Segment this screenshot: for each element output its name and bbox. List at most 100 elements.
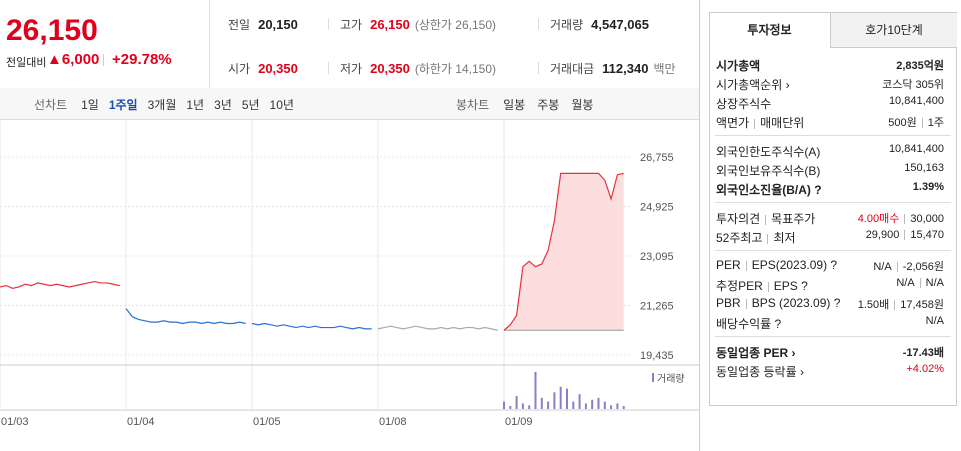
label-part: EPS(2023.09) ? [751, 258, 838, 272]
value-part: 30,000 [910, 213, 944, 225]
info-tab[interactable]: 호가10단계 [830, 13, 957, 48]
info-value: 1.39% [913, 181, 944, 193]
volume-bar [597, 397, 600, 409]
candle-tab[interactable]: 일봉 [503, 98, 526, 112]
period-tab[interactable]: 1년 [186, 98, 205, 112]
value-part: 코스닥 305위 [882, 79, 944, 91]
separator [745, 260, 747, 271]
line-chart-tabs: 선차트 1일 1주일 3개월 1년 3년 5년 10년 [34, 96, 304, 113]
volume-bar [622, 406, 625, 409]
price-line [503, 172, 624, 331]
value-part: 2,835억원 [896, 60, 944, 72]
value-part: 10,841,400 [888, 95, 944, 107]
info-value: +4.02% [906, 363, 944, 375]
label-part: 목표주가 [771, 212, 816, 226]
label-part: 매매단위 [760, 116, 805, 130]
info-label: 액면가 매매단위 [716, 114, 804, 131]
label-part: 배당수익률 ? [716, 317, 782, 331]
summary-item: 시가 20,350 [228, 60, 298, 77]
value-part: +4.02% [906, 363, 944, 375]
period-tab[interactable]: 5년 [241, 98, 260, 112]
candle-tab[interactable]: 월봉 [571, 98, 594, 112]
label-part: 액면가 [716, 116, 750, 130]
info-label: 상장주식수 [716, 95, 771, 112]
change: ▲6,000 [47, 51, 100, 68]
separator [919, 278, 921, 289]
divider [328, 18, 329, 30]
value-part: 29,900 [865, 229, 900, 241]
label-part: 시가총액순위 › [716, 78, 790, 92]
summary: 전일 20,150 고가 26,150 (상한가 26,150) 거래량 4,547,065… [210, 0, 699, 89]
label-part: 동일업종 PER › [716, 346, 796, 360]
volume-bar [521, 403, 524, 409]
label-part: PBR [716, 296, 741, 310]
price-line [0, 280, 120, 289]
label-part: PER [716, 258, 741, 272]
volume-bar [566, 388, 568, 409]
volume-bar [509, 406, 512, 409]
x-tick-label: 01/08 [379, 416, 407, 428]
group-divider [715, 135, 951, 136]
period-tab[interactable]: 10년 [269, 98, 294, 112]
y-tick-label: 21,265 [640, 301, 674, 313]
rate: +29.78% [112, 51, 172, 68]
toolbar: 선차트 1일 1주일 3개월 1년 3년 5년 10년 봉차트 일봉 주봉 월봉 [0, 88, 699, 120]
price-line [251, 322, 372, 330]
candle-tabs: 봉차트 일봉 주봉 월봉 [456, 96, 605, 113]
summary-note: (상한가 26,150) [414, 18, 497, 32]
info-value: 2,835억원 [896, 57, 944, 73]
x-tick-label: 01/04 [127, 416, 155, 428]
info-tab[interactable]: 투자정보 [747, 23, 792, 37]
candle-tab[interactable]: 주봉 [537, 98, 560, 112]
period-tab[interactable]: 3년 [214, 98, 232, 112]
info-label: 투자의견 목표주가 [716, 210, 815, 227]
info-value: 150,163 [904, 162, 944, 174]
value-part: 1.50배 [857, 299, 890, 311]
separator [896, 262, 898, 273]
label-part: 외국인한도주식수(A) [716, 145, 821, 159]
period-tab[interactable]: 1주일 [108, 98, 138, 112]
info-label: PER EPS(2023.09) ? [716, 258, 837, 272]
info-value: 500원 1주 [888, 114, 944, 130]
volume-bar [553, 392, 556, 409]
summary-label: 저가 [340, 62, 363, 76]
period-tab[interactable]: 3개월 [147, 98, 177, 112]
summary-label: 시가 [228, 62, 251, 76]
change-label: 전일대비 [6, 57, 47, 69]
y-tick-label: 19,435 [640, 350, 674, 362]
info-value: 29,900 15,470 [866, 229, 944, 241]
period-tab[interactable]: 1일 [81, 98, 99, 112]
chart-panel: 26,150 전일대비 ▲6,000 +29.78% 전일 20,150 고가 26,… [0, 0, 700, 451]
volume-bar [559, 386, 562, 409]
volume-bar [603, 401, 606, 409]
info-value: 1.50배 17,458원 [858, 296, 944, 312]
summary-value: 20,350 [370, 61, 410, 76]
x-tick-label: 01/09 [505, 416, 533, 428]
info-label: 추정PER EPS ? [716, 277, 808, 294]
volume-bar [534, 372, 537, 409]
value-part: 15,470 [910, 229, 944, 241]
divider [538, 62, 539, 74]
value-part: -17.43배 [902, 347, 944, 359]
separator [745, 298, 747, 309]
y-tick-label: 24,925 [640, 202, 674, 214]
volume-bar [540, 397, 543, 409]
summary-value: 4,547,065 [591, 17, 649, 32]
summary-note: (하한가 14,150) [414, 62, 497, 76]
value-part: 10,841,400 [888, 143, 944, 155]
info-label: 외국인소진율(B/A) ? [716, 181, 822, 198]
label-part: 외국인소진율(B/A) ? [716, 183, 822, 197]
info-value: 코스닥 305위 [882, 76, 944, 92]
separator [904, 214, 906, 225]
legend-swatch [652, 373, 654, 382]
value-part: 17,458원 [900, 299, 944, 311]
separator [767, 281, 769, 292]
summary-value: 112,340 [602, 61, 649, 76]
volume-bar [528, 405, 531, 409]
separator [894, 300, 896, 311]
info-value: N/A N/A [896, 277, 944, 289]
price: 26,150 [6, 14, 98, 47]
legend-label: 거래량 [657, 373, 685, 385]
info-panel: 투자정보 호가10단계 시가총액 2,835억원 시가총액순위 › 코스닥 305위 상장주… [709, 12, 957, 406]
